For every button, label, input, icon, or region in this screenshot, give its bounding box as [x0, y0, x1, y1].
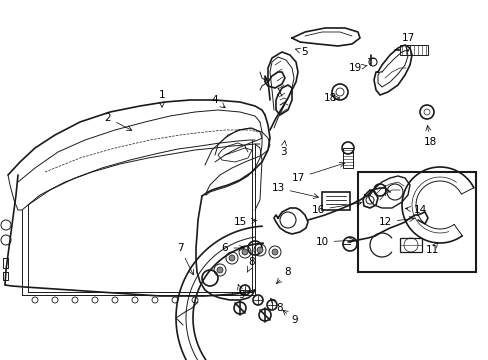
Text: 8: 8	[270, 298, 283, 313]
Text: 4: 4	[211, 95, 224, 108]
Circle shape	[242, 249, 247, 255]
Text: 13: 13	[271, 183, 318, 199]
Bar	[357, 172, 475, 272]
Text: 8: 8	[276, 267, 291, 283]
Text: 19: 19	[347, 63, 366, 73]
Bar	[321, 192, 349, 210]
Text: 16: 16	[311, 201, 361, 215]
Text: 17: 17	[401, 33, 414, 51]
Bar	[342, 148, 352, 168]
Text: 7: 7	[176, 243, 193, 275]
Text: 9: 9	[237, 284, 245, 300]
Text: 6: 6	[221, 243, 244, 253]
Text: 10: 10	[315, 237, 354, 247]
Bar	[399, 238, 421, 252]
Text: 17: 17	[291, 162, 344, 183]
Circle shape	[271, 249, 278, 255]
Text: 1: 1	[159, 90, 165, 107]
Text: 2: 2	[104, 113, 132, 130]
Text: 3: 3	[279, 141, 286, 157]
Text: 11: 11	[425, 242, 438, 255]
Text: 15: 15	[233, 217, 256, 227]
Text: 8: 8	[247, 257, 255, 272]
Circle shape	[217, 267, 223, 273]
Circle shape	[257, 247, 263, 253]
Text: 18: 18	[323, 93, 339, 103]
Circle shape	[228, 255, 235, 261]
Text: 14: 14	[405, 205, 426, 215]
Text: 5: 5	[295, 47, 307, 57]
Text: 9: 9	[282, 310, 298, 325]
Bar	[399, 45, 427, 55]
Text: 18: 18	[423, 126, 436, 147]
Text: 12: 12	[378, 217, 414, 227]
